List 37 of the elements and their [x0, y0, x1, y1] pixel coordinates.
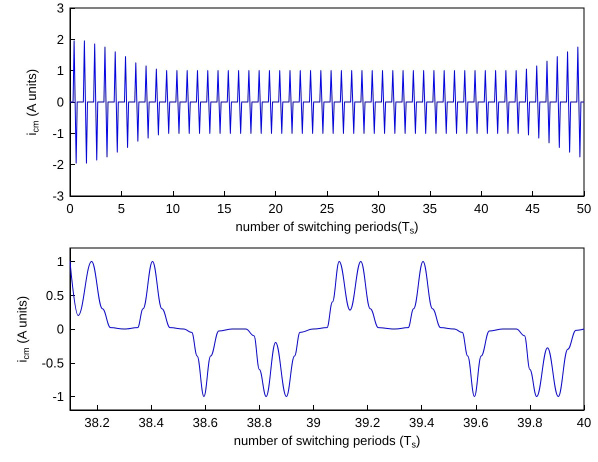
- y-tick-label: 0: [56, 322, 64, 336]
- y-tick-label: -2: [52, 157, 64, 172]
- y-axis-title: icm (A units): [24, 68, 40, 136]
- x-tick-label: 39.4: [409, 415, 434, 430]
- y-tick-label: 1: [56, 63, 64, 78]
- line-series: [70, 40, 584, 164]
- x-tick-label: 5: [118, 201, 126, 216]
- line-series: [70, 261, 584, 397]
- y-tick-label: 0: [56, 94, 64, 110]
- x-tick-label: 38.2: [84, 415, 110, 430]
- x-tick-label: 45: [525, 201, 540, 216]
- x-tick-label: 39.6: [463, 415, 488, 430]
- y-tick-label: 2: [56, 32, 64, 47]
- x-tick-label: 15: [216, 201, 232, 216]
- x-tick-label: 50: [576, 201, 592, 216]
- y-tick-label: -3: [52, 188, 64, 204]
- y-tick-label: 3: [56, 0, 64, 16]
- x-tick-label: 0: [66, 201, 74, 216]
- y-tick-label: -1: [52, 126, 64, 141]
- y-tick-label: -1: [52, 389, 64, 404]
- x-tick-label: 38.4: [138, 415, 164, 430]
- x-tick-label: 25: [320, 201, 334, 216]
- x-tick-label: 39.8: [517, 415, 543, 430]
- x-tick-label: 10: [166, 201, 180, 216]
- x-tick-label: 35: [422, 201, 438, 216]
- y-tick-label: 0.5: [46, 288, 64, 303]
- x-tick-label: 38.8: [246, 415, 272, 430]
- x-tick-label: 20: [268, 201, 283, 216]
- x-tick-label: 40: [576, 415, 592, 430]
- x-tick-label: 38.6: [192, 415, 218, 430]
- y-axis-title: icm (A units): [14, 296, 32, 362]
- y-tick-label: -0.5: [42, 355, 64, 370]
- x-tick-label: 39: [306, 415, 321, 430]
- x-tick-label: 30: [371, 201, 386, 216]
- x-tick-label: 40: [474, 201, 488, 216]
- y-tick-label: 1: [56, 254, 64, 269]
- x-tick-label: 39.2: [354, 415, 380, 430]
